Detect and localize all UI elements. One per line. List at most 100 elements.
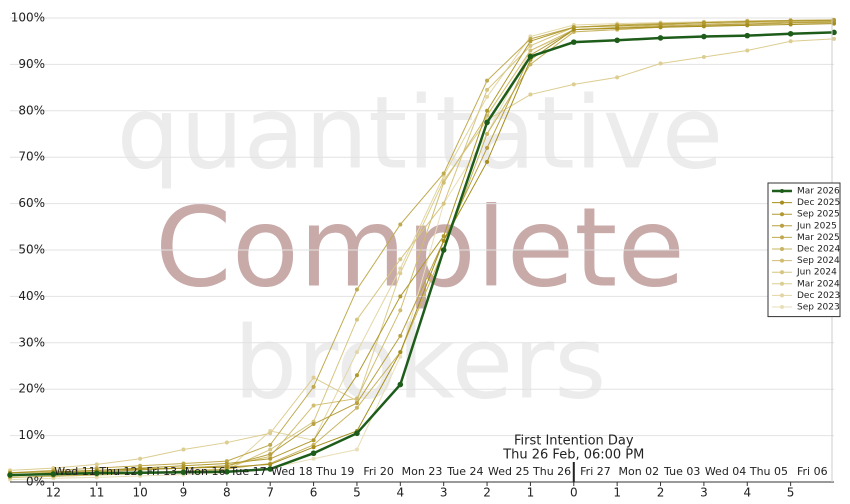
data-point — [224, 468, 230, 475]
data-point — [354, 401, 359, 406]
legend-swatch — [780, 258, 784, 263]
data-point — [354, 373, 359, 378]
data-point — [311, 456, 316, 461]
data-point — [268, 442, 273, 447]
x-tick-label: 9 — [180, 486, 188, 500]
x-tick-label: 4 — [743, 486, 751, 500]
x-tick-label: 8 — [223, 486, 231, 500]
date-label: Thu 26 — [532, 465, 571, 478]
data-point — [311, 438, 316, 443]
y-tick-label: 50% — [18, 243, 45, 257]
date-label: Wed 11 — [54, 465, 95, 478]
data-point — [832, 36, 836, 41]
data-point — [398, 350, 403, 355]
date-label: Wed 25 — [488, 465, 529, 478]
data-point — [138, 456, 143, 461]
data-point — [50, 471, 57, 477]
data-point — [832, 21, 836, 26]
data-point — [528, 39, 533, 44]
series-line — [9, 38, 835, 471]
data-point — [137, 469, 143, 476]
data-point — [485, 108, 490, 113]
x-tick-label: 7 — [266, 486, 274, 500]
data-point — [267, 466, 274, 472]
legend-label: Sep 2025 — [797, 210, 840, 220]
date-label: Fri 27 — [580, 465, 611, 478]
data-point — [354, 287, 359, 292]
data-point — [181, 447, 186, 452]
data-point — [528, 62, 533, 67]
data-point — [268, 456, 273, 461]
data-point — [398, 266, 403, 271]
legend-swatch — [780, 293, 784, 298]
data-point — [485, 132, 490, 136]
data-point — [354, 430, 360, 437]
date-label: Wed 18 — [271, 465, 312, 478]
legend-swatch — [780, 281, 784, 286]
data-point — [354, 447, 359, 452]
data-point — [485, 94, 490, 99]
date-label: Thu 05 — [749, 465, 788, 478]
watermark: quantitative — [117, 74, 724, 191]
data-point — [398, 294, 403, 299]
legend-swatch — [780, 305, 784, 309]
data-point — [180, 469, 187, 476]
data-point — [788, 22, 793, 27]
data-point — [354, 350, 359, 355]
date-label: Fri 06 — [797, 465, 828, 478]
data-point — [570, 39, 577, 45]
x-tick-label: 12 — [46, 486, 61, 500]
legend-swatch — [780, 212, 784, 217]
legend-swatch — [780, 223, 784, 228]
date-label: Fri 20 — [363, 465, 394, 478]
x-tick-label: 10 — [132, 486, 147, 500]
data-point — [354, 396, 359, 401]
date-label: Tue 24 — [446, 465, 483, 478]
data-point — [441, 180, 446, 185]
x-tick-label: 1 — [527, 486, 535, 500]
data-point — [658, 25, 663, 30]
x-tick-label: 3 — [440, 486, 448, 500]
legend-label: Mar 2026 — [797, 187, 840, 197]
date-label: Mon 02 — [618, 465, 659, 478]
y-tick-label: 90% — [18, 57, 45, 71]
data-point — [224, 465, 229, 470]
data-point — [615, 26, 620, 31]
data-point — [571, 27, 576, 32]
x-tick-label: 2 — [657, 486, 665, 500]
data-point — [398, 333, 403, 338]
data-point — [528, 43, 533, 48]
data-point — [528, 92, 533, 97]
data-point — [615, 75, 620, 80]
data-point — [398, 308, 403, 313]
legend-label: Sep 2023 — [797, 303, 840, 313]
data-point — [788, 39, 793, 44]
legend-label: Sep 2024 — [797, 256, 840, 266]
data-point — [311, 403, 316, 408]
x-tick-label: 1 — [613, 486, 621, 500]
data-point — [701, 54, 706, 59]
data-point — [398, 271, 403, 276]
data-point — [224, 461, 229, 466]
data-point — [441, 201, 446, 206]
legend-box — [767, 182, 841, 318]
legend-label: Dec 2023 — [797, 291, 840, 301]
y-tick-label: 80% — [18, 103, 45, 117]
data-point — [268, 431, 273, 436]
series-line — [9, 23, 835, 474]
date-label: Wed 04 — [705, 465, 746, 478]
data-point — [745, 23, 750, 28]
data-point — [832, 18, 836, 23]
date-label: Thu 19 — [315, 465, 354, 478]
y-tick-label: 100% — [11, 11, 45, 25]
data-point — [485, 87, 490, 92]
y-tick-label: 20% — [18, 382, 45, 396]
data-point — [268, 462, 273, 467]
x-tick-label: 2 — [483, 486, 491, 500]
x-tick-label: 3 — [700, 486, 708, 500]
date-label: Thu 12 — [98, 465, 137, 478]
date-label: Tue 17 — [229, 465, 266, 478]
data-point — [268, 452, 273, 457]
